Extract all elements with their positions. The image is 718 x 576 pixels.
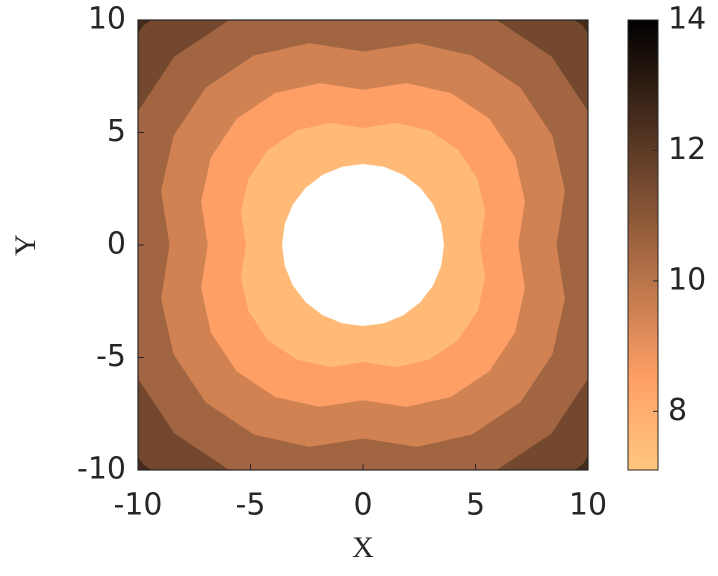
x-tick-label: 10 [569,488,607,523]
y-tick-label: -5 [96,339,126,374]
x-tick-label: 0 [353,488,372,523]
x-tick-label: 5 [466,488,485,523]
contour-band [282,164,444,326]
colorbar-tick-label: 10 [668,262,706,297]
y-tick-label: -10 [77,452,126,487]
colorbar-tick-label: 8 [668,393,687,428]
colorbar [627,19,659,471]
x-axis-label: X [352,531,374,564]
y-tick-label: 0 [107,227,126,262]
plot-area [138,20,588,470]
colorbar-tick-label: 14 [668,2,706,37]
x-tick-label: -10 [114,488,163,523]
y-tick-label: 10 [88,2,126,37]
colorbar-tick-label: 12 [668,132,706,167]
y-tick-label: 5 [107,114,126,149]
x-tick-label: -5 [236,488,266,523]
y-axis-label: Y [9,234,42,256]
